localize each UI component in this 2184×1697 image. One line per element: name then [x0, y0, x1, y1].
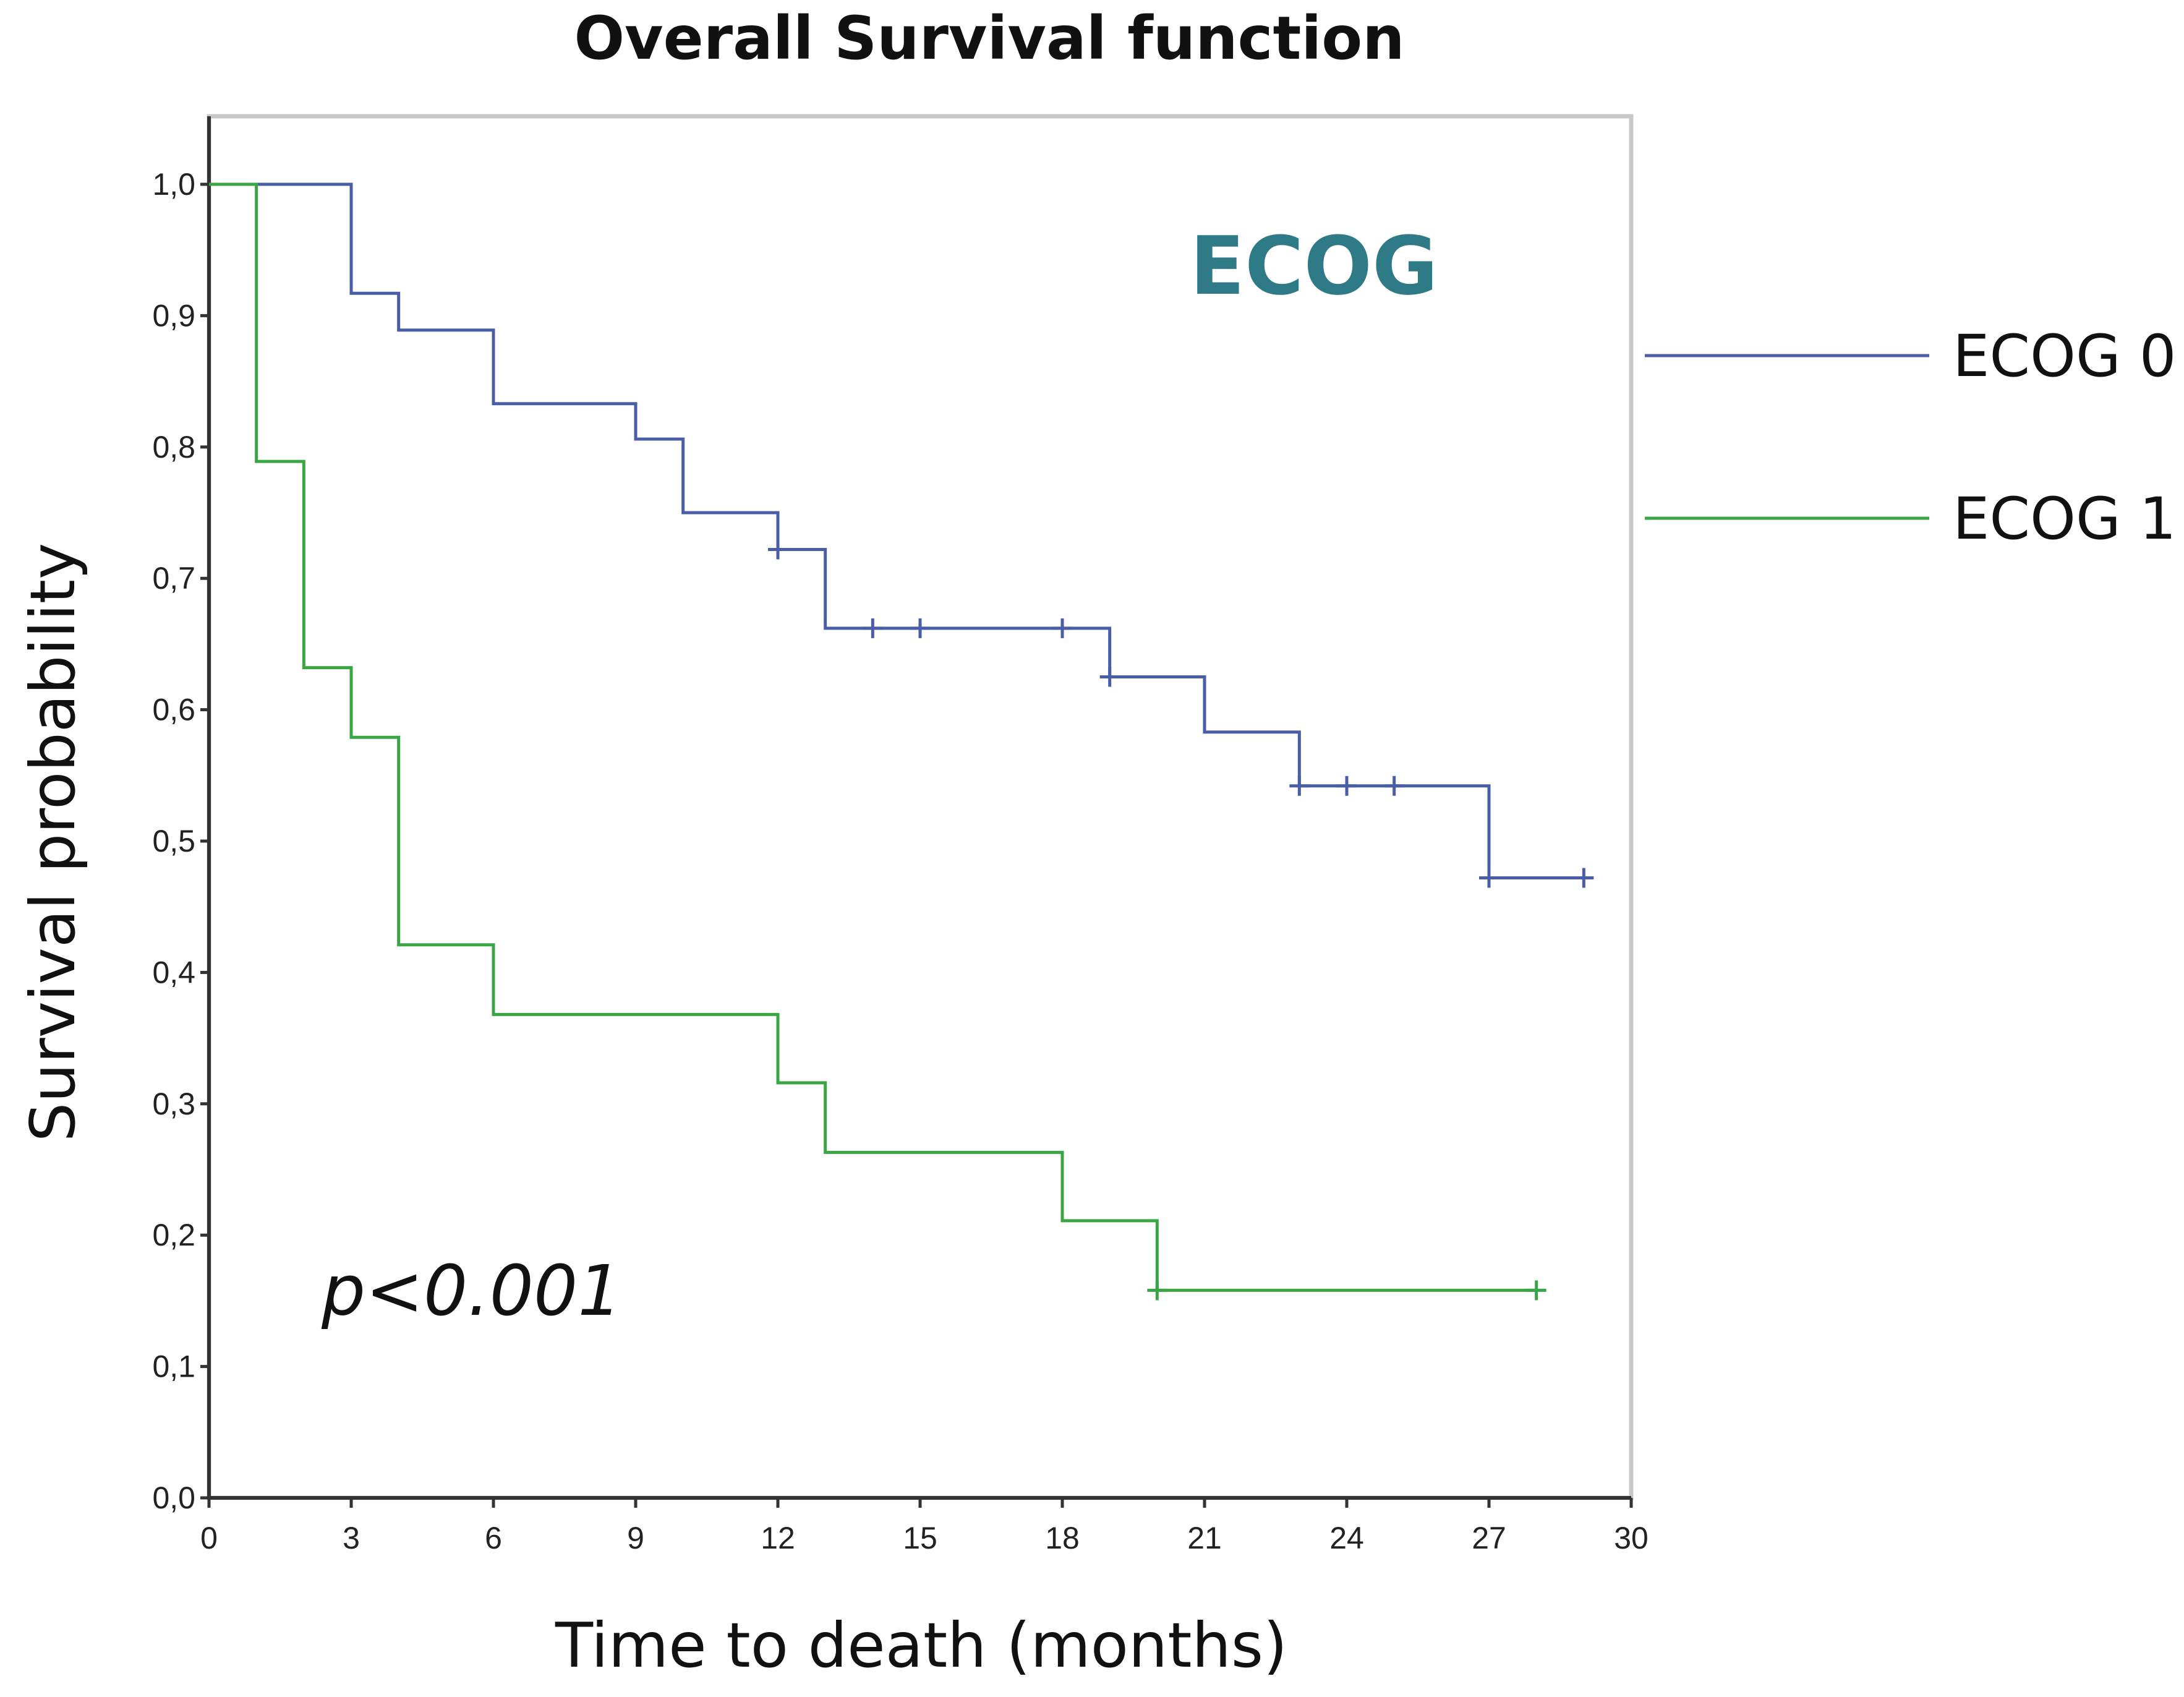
x-tick-label: 3 — [343, 1521, 360, 1555]
p-value-annotation: p<0.001 — [321, 1251, 622, 1332]
x-tick-label: 15 — [903, 1521, 937, 1555]
x-tick-label: 0 — [200, 1521, 218, 1555]
x-tick-label: 24 — [1329, 1521, 1364, 1555]
y-tick-label: 0,1 — [152, 1349, 195, 1384]
x-ticks: 0 3 6 9 12 15 18 21 24 27 30 — [200, 1498, 1649, 1555]
y-tick-label: 0,8 — [152, 430, 195, 464]
legend-label-ecog-0: ECOG 0 — [1953, 323, 2177, 390]
y-ticks: 0,0 0,1 0,2 0,3 0,4 0,5 0,6 0,7 0,8 0,9 1,0 — [152, 167, 209, 1515]
y-tick-label: 0,7 — [152, 561, 195, 596]
legend: ECOG 0 ECOG 1 — [1645, 323, 2177, 553]
x-tick-label: 18 — [1045, 1521, 1080, 1555]
x-tick-label: 9 — [627, 1521, 644, 1555]
x-tick-label: 6 — [485, 1521, 502, 1555]
y-tick-label: 0,0 — [152, 1481, 195, 1515]
y-tick-label: 0,4 — [152, 955, 195, 990]
y-tick-label: 0,5 — [152, 824, 195, 858]
ecog-annotation: ECOG — [1190, 219, 1438, 313]
x-tick-label: 21 — [1187, 1521, 1222, 1555]
y-tick-label: 1,0 — [152, 167, 195, 202]
legend-label-ecog-1: ECOG 1 — [1953, 485, 2177, 553]
x-axis-label: Time to death (months) — [555, 1609, 1287, 1682]
y-tick-label: 0,2 — [152, 1218, 195, 1252]
x-tick-label: 12 — [761, 1521, 795, 1555]
y-tick-label: 0,6 — [152, 693, 195, 727]
y-tick-label: 0,3 — [152, 1087, 195, 1121]
series-line-ecog-0 — [209, 182, 1584, 879]
series-line-ecog-1 — [209, 182, 1537, 1292]
chart-title: Overall Survival function — [574, 4, 1404, 73]
series-layer — [209, 182, 1594, 1301]
x-tick-label: 30 — [1614, 1521, 1649, 1555]
x-tick-label: 27 — [1472, 1521, 1506, 1555]
y-axis-label: Survival probability — [17, 543, 89, 1142]
y-tick-label: 0,9 — [152, 298, 195, 333]
